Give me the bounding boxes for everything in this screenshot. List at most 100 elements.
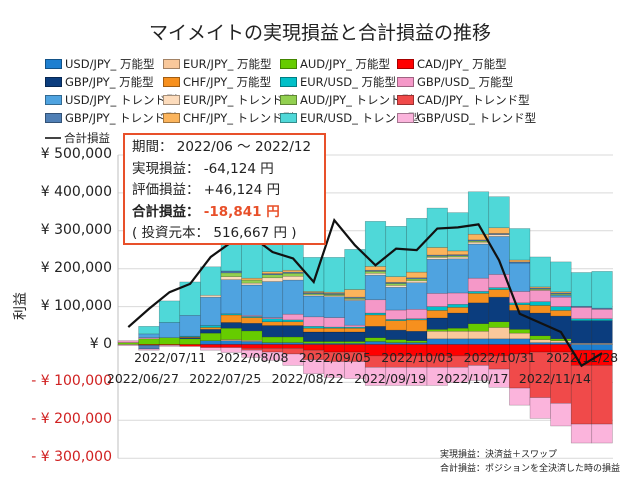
legend-item-total: 合計損益 [45,130,110,146]
bar-segment [406,330,428,341]
legend-item: CHF/JPY_ 万能型 [163,74,271,90]
bar-segment [117,342,139,345]
bar-segment [241,284,263,316]
legend-item: USD/JPY_ 万能型 [45,56,154,72]
legend-item: AUD/JPY_ トレンド型 [280,92,413,108]
bar-segment [529,312,551,337]
bar-segment [385,283,407,286]
unrealized-label: 評価損益： [132,182,200,198]
bar-segment [303,327,325,333]
bar-segment [447,330,469,340]
bar-segment [323,331,345,342]
period-label: 期間： [132,139,173,155]
legend-label: GBP/JPY_ トレンド型 [65,111,177,125]
bar-segment [426,310,448,319]
bar-segment [509,387,531,406]
legend-label: CHF/JPY_ 万能型 [183,75,272,89]
bar-segment [303,331,325,342]
bar-segment [591,423,613,444]
bar-segment [261,318,284,323]
bar-segment [282,319,304,323]
bar-segment [529,335,551,340]
bar-segment [406,319,428,332]
bar-segment [467,241,490,245]
legend-label: USD/JPY_ トレンド型 [65,93,178,107]
bar-segment [344,300,366,326]
legend-label: CAD/JPY_ トレンド型 [417,93,530,107]
bar-segment [447,258,469,294]
legend-swatch [163,77,180,87]
bar-segment [529,342,551,345]
bar-segment [241,330,263,341]
bar-segment [447,304,469,308]
bar-segment [364,314,387,327]
bar-segment [509,329,531,334]
bar-segment [447,307,469,314]
legend-swatch [397,77,414,87]
bar-segment [220,314,242,323]
bar-segment [447,312,469,329]
bar-segment [282,325,304,338]
bar-segment [200,340,222,345]
x-tick-label: 2022/10/03 [381,350,453,365]
bar-segment [385,320,407,331]
y-tick-label: ¥ 300,000 [40,221,112,238]
bar-segment [261,336,284,343]
y-tick-label: - ¥ 300,000 [31,449,112,466]
bar-segment [158,300,181,323]
bar-segment [488,327,510,340]
bar-segment [220,340,242,345]
bar-segment [364,299,387,314]
legend-swatch [280,113,297,123]
x-tick-label: 2022/09/19 [354,371,426,386]
bar-segment [241,277,263,281]
y-tick-label: ¥ 100,000 [40,297,112,314]
summary-box: 期間： 2022/06 ～ 2022/12 実現損益： -64,124 円 評価… [123,133,326,245]
legend-label: GBP/USD_ 万能型 [417,75,514,89]
bar-segment [467,293,490,304]
bar-segment [488,321,510,328]
bar-segment [467,291,490,294]
legend-swatch [163,95,180,105]
bar-segment [488,287,510,290]
legend-item: EUR/USD_ 万能型 [280,74,396,90]
legend-swatch [45,59,62,69]
bar-segment [591,318,613,321]
legend-item: AUD/JPY_ 万能型 [280,56,390,72]
legend-item: USD/JPY_ トレンド型 [45,92,177,108]
bar-segment [261,271,284,274]
y-tick-label: - ¥ 200,000 [31,411,112,428]
legend-swatch [163,113,180,123]
bar-segment [282,342,304,345]
bar-segment [488,227,510,234]
bar-segment [138,326,160,335]
bar-segment [426,306,448,311]
total-pl-line [127,217,603,368]
line-swatch [45,137,61,139]
bar-segment [323,327,345,333]
bar-segment [364,312,387,316]
bar-segment [550,294,572,298]
bar-segment [261,342,284,345]
legend-label: 合計損益 [64,131,110,145]
x-tick-label: 2022/10/31 [464,350,536,365]
bar-segment [529,256,551,288]
legend-item: EUR/JPY_ 万能型 [163,56,272,72]
bar-segment [364,337,387,342]
legend-swatch [280,95,297,105]
y-tick-label: ¥ 500,000 [40,146,112,162]
bar-segment [344,331,366,342]
legend-label: CAD/JPY_ 万能型 [417,57,507,71]
bar-segment [406,278,428,282]
bar-segment [179,315,201,337]
note-realized: 実現損益：決済益＋スワップ [440,450,558,460]
y-tick-label: ¥ 0 [89,335,112,352]
bar-segment [529,301,551,306]
bar-segment [138,345,160,350]
bar-segment [488,296,510,323]
legend-item: CAD/JPY_ 万能型 [397,56,507,72]
note-total: 合計損益：ポジションを全決済した時の損益 [440,464,621,474]
bar-segment [344,327,366,333]
bar-segment [591,309,613,319]
